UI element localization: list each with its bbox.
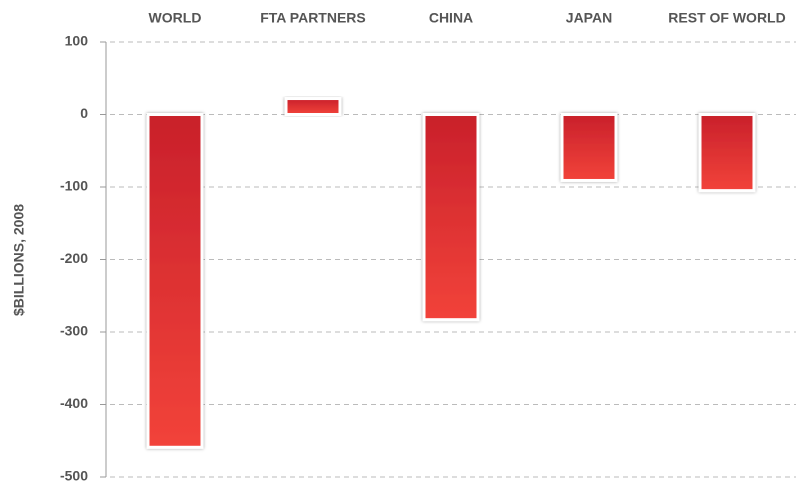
- y-tick-label: 100: [65, 33, 89, 49]
- x-tick-label: FTA PARTNERS: [260, 10, 366, 26]
- bar: [698, 113, 756, 193]
- y-tick-label: -200: [60, 250, 88, 266]
- bar: [560, 113, 618, 182]
- y-tick-label: -500: [60, 468, 88, 484]
- y-tick-label: 0: [80, 105, 88, 121]
- bar: [146, 113, 204, 449]
- bar: [284, 97, 342, 117]
- bar: [422, 113, 480, 322]
- x-tick-label: WORLD: [149, 10, 202, 26]
- x-tick-label: REST OF WORLD: [668, 10, 785, 26]
- y-axis-label: $BILLIONS, 2008: [11, 204, 27, 316]
- y-tick-label: -300: [60, 323, 88, 339]
- x-tick-label: JAPAN: [566, 10, 612, 26]
- y-tick-label: -100: [60, 178, 88, 194]
- y-tick-label: -400: [60, 395, 88, 411]
- x-tick-label: CHINA: [429, 10, 473, 26]
